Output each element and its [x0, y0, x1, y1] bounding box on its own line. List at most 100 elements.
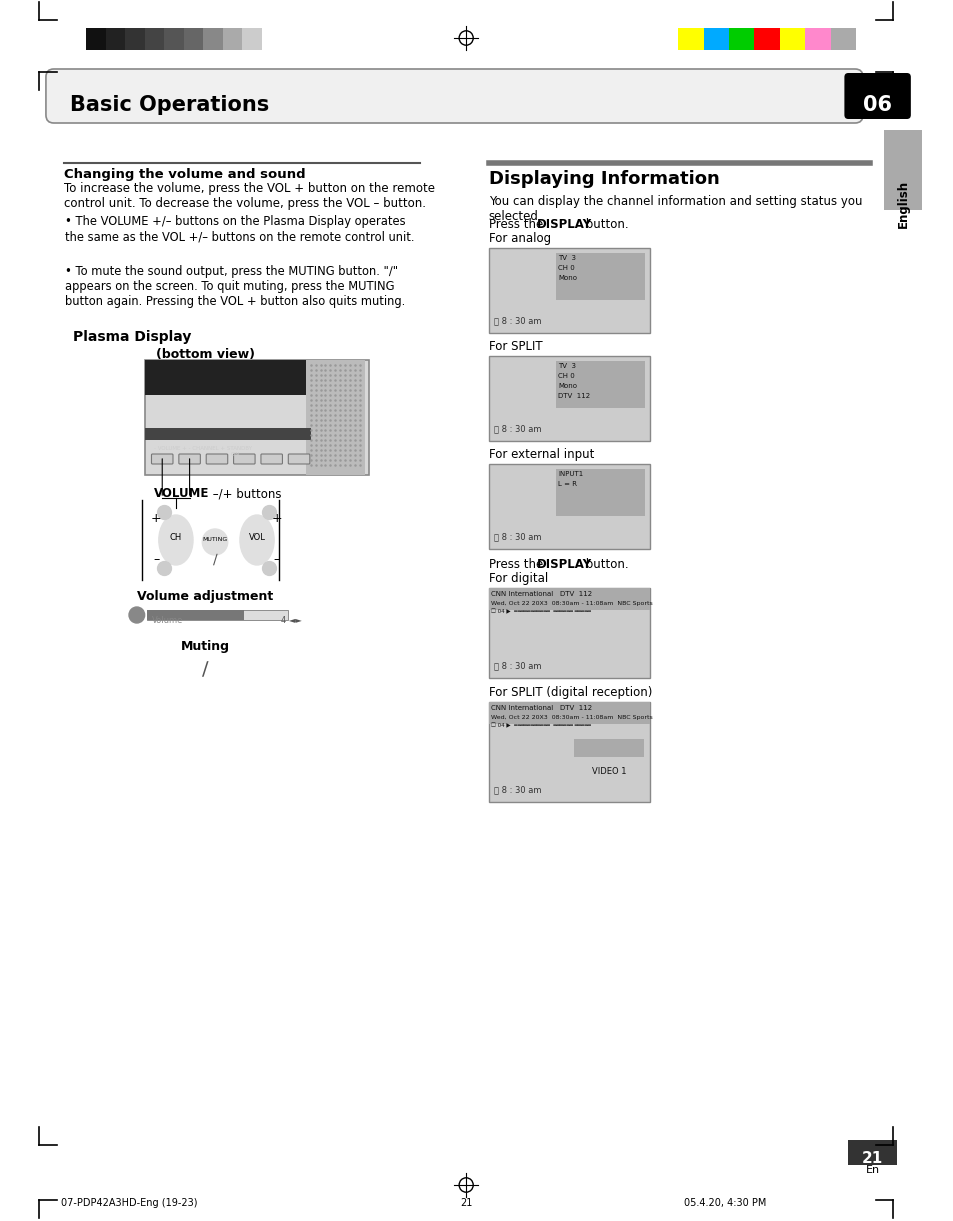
Text: ⧖ 8 : 30 am: ⧖ 8 : 30 am — [493, 661, 540, 670]
Text: For SPLIT (digital reception): For SPLIT (digital reception) — [488, 686, 651, 698]
Text: Press the: Press the — [488, 558, 546, 571]
Bar — [488, 589, 649, 678]
Text: TV  3: TV 3 — [558, 363, 576, 369]
Text: ⧖ 8 : 30 am: ⧖ 8 : 30 am — [493, 532, 540, 541]
Text: VOLUME: VOLUME — [154, 487, 210, 501]
Bar — [145, 360, 311, 396]
Text: ⧖ 8 : 30 am: ⧖ 8 : 30 am — [493, 316, 540, 325]
Text: TV  3: TV 3 — [558, 255, 576, 261]
Bar — [728, 28, 754, 50]
Bar — [488, 464, 649, 549]
Bar — [556, 361, 644, 408]
Text: CH: CH — [170, 532, 182, 541]
Text: ⧖ 8 : 30 am: ⧖ 8 : 30 am — [493, 785, 540, 794]
Text: For analog: For analog — [488, 232, 550, 245]
Bar — [184, 28, 203, 50]
Text: CH 0: CH 0 — [558, 265, 575, 271]
Text: • The VOLUME +/– buttons on the Plasma Display operates
the same as the VOL +/– : • The VOLUME +/– buttons on the Plasma D… — [66, 215, 415, 243]
Bar — [830, 28, 855, 50]
Bar — [142, 490, 278, 580]
Text: Wed, Oct 22 20X3  08:30am - 11:08am  NBC Sports: Wed, Oct 22 20X3 08:30am - 11:08am NBC S… — [490, 716, 652, 720]
FancyBboxPatch shape — [261, 454, 282, 464]
Text: –: – — [274, 553, 279, 567]
Text: Changing the volume and sound: Changing the volume and sound — [64, 168, 305, 181]
Text: DISPLAY: DISPLAY — [536, 558, 591, 571]
Text: You can display the channel information and setting status you
selected.: You can display the channel information … — [488, 195, 862, 223]
Text: CNN International   DTV  112: CNN International DTV 112 — [490, 705, 591, 711]
Bar — [754, 28, 779, 50]
Text: To increase the volume, press the VOL + button on the remote
control unit. To de: To increase the volume, press the VOL + … — [64, 182, 434, 210]
Text: VIDEO 1: VIDEO 1 — [591, 767, 625, 777]
FancyBboxPatch shape — [206, 454, 228, 464]
FancyBboxPatch shape — [233, 454, 254, 464]
Text: For SPLIT: For SPLIT — [488, 339, 541, 353]
Text: 05.4.20, 4:30 PM: 05.4.20, 4:30 PM — [683, 1198, 765, 1208]
Bar — [86, 28, 106, 50]
Bar — [488, 589, 649, 610]
Text: Muting: Muting — [180, 640, 230, 653]
Text: –: – — [153, 553, 159, 567]
Text: • To mute the sound output, press the MUTING button. "∕"
appears on the screen. : • To mute the sound output, press the MU… — [66, 265, 405, 308]
Text: Wed, Oct 22 20X3  08:30am - 11:08am  NBC Sports: Wed, Oct 22 20X3 08:30am - 11:08am NBC S… — [490, 601, 652, 606]
Text: En: En — [864, 1165, 879, 1175]
Text: - VOLUME + - CHANNEL + STANDBY
                                            ON: - VOLUME + - CHANNEL + STANDBY ON — [154, 446, 253, 457]
Ellipse shape — [158, 515, 193, 565]
Text: Plasma Display: Plasma Display — [73, 330, 192, 344]
Bar — [262, 28, 281, 50]
Text: CH 0: CH 0 — [558, 372, 575, 379]
Bar — [488, 248, 649, 333]
Circle shape — [129, 607, 145, 623]
Text: For digital: For digital — [488, 571, 547, 585]
Text: English: English — [896, 179, 908, 228]
Text: Mono: Mono — [558, 275, 577, 281]
Text: 21: 21 — [459, 1198, 472, 1208]
Bar — [488, 702, 649, 802]
FancyBboxPatch shape — [843, 73, 910, 118]
Text: Volume: Volume — [152, 617, 183, 625]
Bar — [147, 610, 244, 620]
Text: ☐ 04 ▶  ═══════════  ══════ ═════: ☐ 04 ▶ ═══════════ ══════ ═════ — [490, 609, 590, 614]
Text: ∕: ∕ — [202, 661, 209, 679]
Bar — [488, 357, 649, 441]
Text: button.: button. — [582, 558, 628, 571]
Bar — [145, 360, 369, 475]
Text: Press the: Press the — [488, 219, 546, 231]
FancyBboxPatch shape — [46, 70, 862, 123]
Text: 21: 21 — [862, 1151, 882, 1166]
Text: 4 ◄►: 4 ◄► — [281, 617, 302, 625]
Text: VOL: VOL — [249, 532, 265, 541]
Text: CNN International   DTV  112: CNN International DTV 112 — [490, 591, 591, 597]
Text: –/+ buttons: –/+ buttons — [209, 487, 281, 501]
Text: MUTING: MUTING — [202, 536, 228, 541]
Text: +: + — [271, 512, 281, 525]
Bar — [147, 610, 288, 620]
Text: INPUT1: INPUT1 — [558, 471, 583, 477]
Text: L = R: L = R — [558, 481, 577, 487]
FancyBboxPatch shape — [178, 454, 200, 464]
Bar — [779, 28, 804, 50]
Bar — [847, 1140, 896, 1165]
Text: button.: button. — [582, 219, 628, 231]
Bar — [703, 28, 728, 50]
Text: Volume adjustment: Volume adjustment — [137, 590, 274, 603]
Bar — [223, 28, 242, 50]
Bar — [883, 129, 921, 210]
Bar — [203, 28, 223, 50]
Text: 06: 06 — [862, 95, 891, 115]
Bar — [556, 469, 644, 515]
Bar — [306, 360, 364, 475]
Bar — [804, 28, 830, 50]
Bar — [242, 28, 262, 50]
Text: ☐ 04 ▶  ═══════════  ══════ ═════: ☐ 04 ▶ ═══════════ ══════ ═════ — [490, 723, 590, 729]
Bar — [145, 429, 311, 440]
Bar — [106, 28, 125, 50]
Bar — [145, 28, 164, 50]
Text: ⧖ 8 : 30 am: ⧖ 8 : 30 am — [493, 424, 540, 433]
Text: Mono: Mono — [558, 383, 577, 389]
Text: (bottom view): (bottom view) — [155, 348, 254, 361]
Bar — [164, 28, 184, 50]
Text: DISPLAY: DISPLAY — [536, 219, 591, 231]
Text: DTV  112: DTV 112 — [558, 393, 590, 399]
FancyBboxPatch shape — [288, 454, 310, 464]
Bar — [125, 28, 145, 50]
